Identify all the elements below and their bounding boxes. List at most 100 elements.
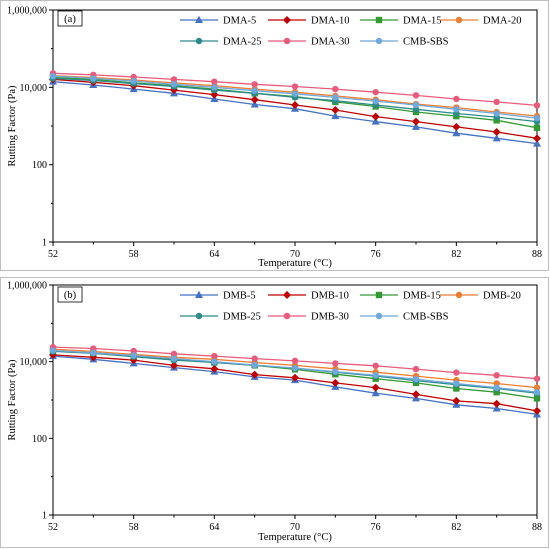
y-axis-title: Rutting Factor (Pa) [7, 359, 18, 441]
data-point [533, 114, 541, 122]
panel-label-box [57, 286, 83, 303]
data-point [453, 380, 460, 387]
data-point [170, 76, 178, 83]
data-point [372, 362, 379, 370]
data-point [331, 105, 340, 114]
legend-marker [375, 16, 383, 24]
plot-area [52, 284, 538, 516]
data-point [291, 364, 299, 372]
data-point [251, 361, 258, 369]
data-point [251, 81, 258, 88]
legend-item: DMA-15 [360, 16, 442, 27]
legend-marker [195, 15, 203, 23]
data-point [170, 350, 178, 358]
data-point [170, 361, 178, 370]
x-tick-label: 52 [48, 249, 58, 260]
x-tick-label: 76 [371, 522, 381, 533]
data-point [90, 349, 97, 357]
y-tick-label: 100 [32, 160, 47, 171]
x-tick-label: 88 [532, 249, 542, 260]
data-point [533, 388, 541, 396]
x-tick-label: 88 [532, 522, 542, 533]
panel-a: 1 100 10,000 1,000,000 52 58 64 70 76 82 88 Tempera… [0, 0, 549, 271]
legend-label: DMA-15 [403, 16, 442, 27]
legend-item: DMB-20 [440, 291, 521, 302]
panel-b: 1 100 10,000 1,000,000 52 58 64 70 76 82 88 Tempera… [0, 277, 549, 548]
data-point [211, 84, 218, 91]
data-point [412, 365, 420, 373]
data-point [332, 360, 339, 367]
data-point [170, 81, 178, 88]
series-cmb-sbs [49, 347, 541, 396]
data-point [130, 77, 137, 85]
legend-item: DMA-10 [268, 16, 350, 27]
panel-frame [0, 277, 549, 548]
data-point [533, 406, 541, 415]
legend-label: DMB-20 [483, 291, 521, 302]
legend-item: DMB-30 [268, 312, 349, 323]
legend-label: DMB-15 [403, 291, 441, 302]
data-point [211, 352, 218, 360]
legend-marker [283, 291, 291, 299]
data-point [412, 122, 420, 130]
data-point [291, 90, 299, 98]
y-tick-label: 10,000 [20, 357, 48, 368]
data-point [533, 134, 541, 143]
data-point [412, 390, 420, 399]
data-point [533, 384, 541, 391]
legend-item: DMB-15 [360, 291, 441, 302]
legend-item: DMA-30 [268, 37, 350, 48]
y-tick-label: 1 [42, 238, 47, 249]
x-tick-label: 64 [209, 249, 219, 260]
legend-marker [283, 37, 291, 45]
legend-marker [283, 312, 291, 320]
data-point [49, 72, 57, 80]
data-point [332, 368, 339, 375]
y-tick-label: 10,000 [20, 83, 48, 94]
data-point [251, 355, 258, 362]
legend-marker [195, 312, 203, 320]
data-point [533, 102, 541, 109]
legend-marker [375, 312, 383, 320]
data-point [211, 78, 218, 85]
legend-label: DMA-10 [311, 16, 350, 27]
data-point [453, 95, 460, 103]
data-point [331, 111, 340, 120]
data-point [452, 396, 461, 405]
data-point [412, 375, 420, 383]
data-point [492, 399, 501, 408]
legend-label: DMB-5 [223, 291, 256, 302]
legend-label: DMB-25 [223, 312, 261, 323]
legend-item: DMA-20 [440, 16, 522, 27]
data-point [372, 97, 379, 105]
data-point [372, 88, 379, 96]
data-point [170, 355, 178, 362]
legend-marker [195, 37, 203, 45]
legend-marker [375, 291, 383, 299]
data-point [492, 127, 501, 136]
data-point [291, 373, 299, 382]
x-tick-label: 70 [290, 522, 300, 533]
legend-marker [375, 37, 383, 45]
data-point [452, 129, 461, 137]
y-tick-label: 1,000,000 [7, 281, 47, 292]
data-point [492, 404, 501, 412]
legend-label: DMB-10 [311, 291, 349, 302]
legend-label: DMA-20 [483, 16, 522, 27]
legend-label: DMA-5 [223, 16, 256, 27]
series-cmb-sbs [49, 72, 541, 122]
data-point [493, 117, 500, 124]
data-point [130, 347, 137, 355]
panel-label: (a) [64, 14, 76, 25]
panel-label: (b) [64, 290, 77, 301]
data-point [533, 139, 541, 147]
x-tick-label: 76 [371, 249, 381, 260]
data-point [332, 85, 339, 93]
data-point [90, 75, 97, 82]
legend-label: CMB-SBS [403, 37, 449, 48]
x-axis-title: Temperature (°C) [258, 258, 332, 269]
data-point [493, 110, 500, 117]
legend-item: DMB-25 [180, 312, 261, 323]
legend-item: DMA-5 [180, 16, 256, 27]
